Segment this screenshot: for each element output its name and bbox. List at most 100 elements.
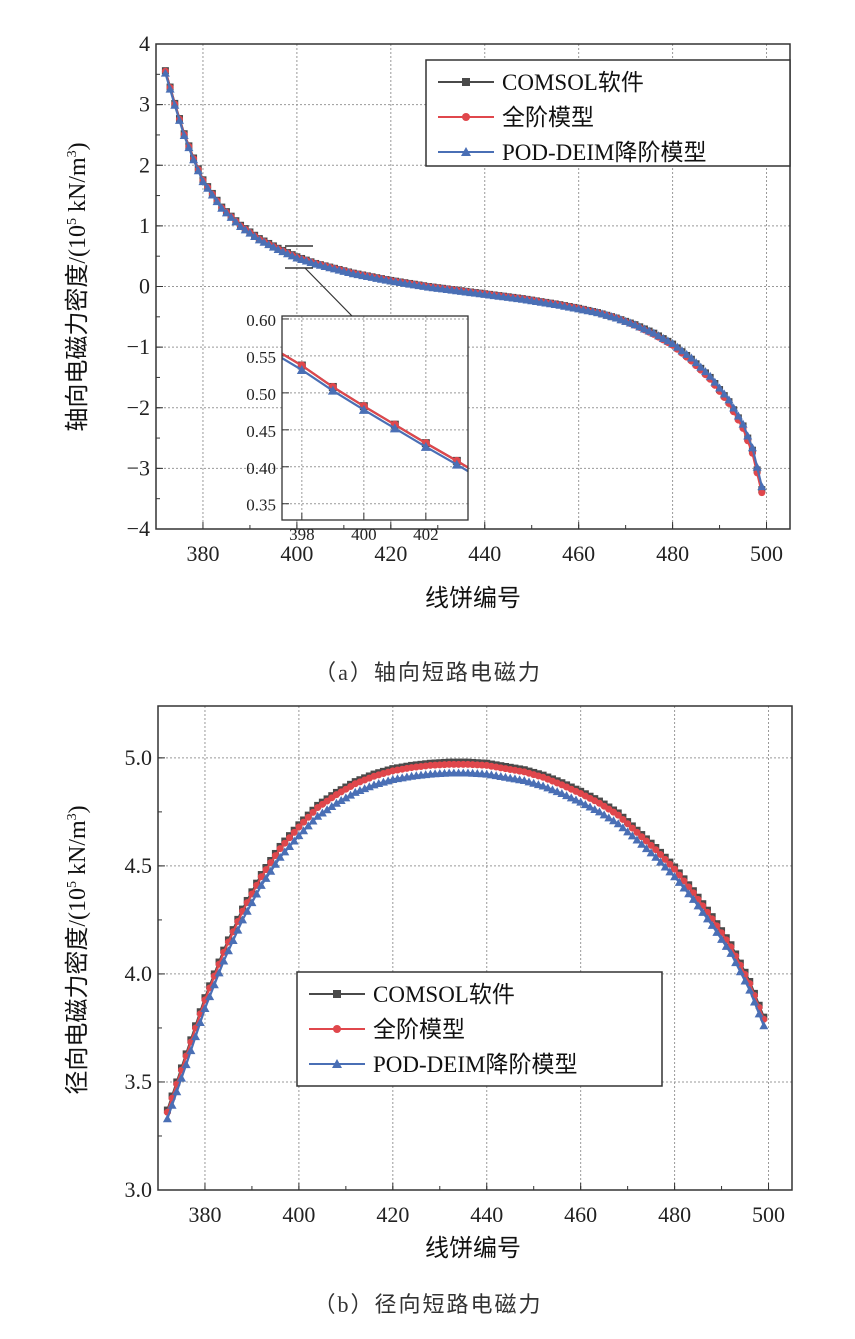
- triangle-marker: [637, 839, 647, 848]
- legend-label: 全阶模型: [502, 105, 594, 130]
- triangle-marker: [184, 143, 194, 152]
- triangle-marker: [599, 810, 609, 819]
- y-tick-label: 0.40: [246, 459, 276, 478]
- triangle-marker: [174, 115, 184, 124]
- triangle-marker: [712, 927, 722, 936]
- triangle-marker: [252, 889, 262, 898]
- triangle-marker: [264, 240, 274, 249]
- triangle-marker: [738, 419, 748, 428]
- triangle-marker: [710, 377, 720, 386]
- triangle-marker: [700, 367, 710, 376]
- triangle-marker: [179, 131, 189, 140]
- triangle-marker: [308, 816, 318, 825]
- triangle-marker: [740, 976, 750, 985]
- triangle-marker: [735, 967, 745, 976]
- y-tick-label: 0: [139, 274, 150, 299]
- y-label-sup: 5: [65, 881, 80, 888]
- triangle-marker: [461, 147, 471, 156]
- square-marker: [462, 78, 470, 86]
- triangle-marker: [275, 852, 285, 861]
- circle-marker: [624, 820, 632, 828]
- triangle-marker: [538, 781, 548, 790]
- circle-marker: [666, 860, 674, 868]
- series-layer: [160, 67, 767, 497]
- circle-marker: [628, 824, 636, 832]
- triangle-marker: [649, 328, 659, 337]
- triangle-marker: [632, 835, 642, 844]
- triangle-marker: [191, 1032, 201, 1041]
- legend-label: POD-DEIM降阶模型: [373, 1052, 577, 1077]
- legend-item: POD-DEIM降阶模型: [438, 140, 706, 165]
- circle-marker: [304, 813, 312, 821]
- triangle-marker: [590, 804, 600, 813]
- triangle-marker: [724, 395, 734, 404]
- triangle-marker: [747, 443, 757, 452]
- triangle-marker: [389, 423, 400, 433]
- plot-area: [282, 316, 468, 520]
- triangle-marker: [203, 183, 213, 192]
- circle-marker: [290, 828, 298, 836]
- triangle-marker: [651, 852, 661, 861]
- triangle-marker: [691, 358, 701, 367]
- legend-item: 全阶模型: [438, 105, 594, 130]
- y-tick-label: 0.45: [246, 422, 276, 441]
- triangle-marker: [668, 338, 678, 347]
- y-label-sup: 5: [65, 218, 80, 225]
- triangle-marker: [322, 805, 332, 814]
- triangle-marker: [719, 389, 729, 398]
- y-axis-label-a: 轴向电磁力密度/(105 kN/m3): [64, 142, 91, 431]
- triangle-marker: [240, 225, 250, 234]
- triangle-marker: [580, 800, 590, 809]
- triangle-marker: [341, 793, 351, 802]
- triangle-marker: [212, 197, 222, 206]
- series-line: [282, 357, 468, 473]
- y-axis-label-b: 径向电磁力密度/(105 kN/m3): [64, 805, 91, 1094]
- triangle-marker: [287, 251, 297, 260]
- series-line: [282, 352, 468, 469]
- circle-marker: [295, 823, 303, 831]
- triangle-marker: [646, 848, 656, 857]
- triangle-marker: [698, 907, 708, 916]
- triangle-marker: [205, 992, 215, 1001]
- plot-frame: [155, 43, 791, 530]
- triangle-marker: [289, 836, 299, 845]
- triangle-marker: [186, 1046, 196, 1055]
- triangle-marker: [594, 807, 604, 816]
- x-tick-label: 480: [658, 1202, 691, 1227]
- y-tick-label: 3: [139, 92, 150, 117]
- circle-marker: [462, 113, 470, 121]
- triangle-marker: [660, 862, 670, 871]
- triangle-marker: [625, 318, 635, 327]
- triangle-marker: [193, 166, 203, 175]
- caption-a: （a）轴向短路电磁力: [314, 660, 542, 685]
- circle-marker: [657, 851, 665, 859]
- series-2: [282, 357, 468, 473]
- legend-item: COMSOL软件: [309, 982, 515, 1007]
- triangle-marker: [566, 793, 576, 802]
- triangle-marker: [219, 956, 229, 965]
- x-tick-label: 420: [376, 1202, 409, 1227]
- triangle-marker: [358, 404, 369, 414]
- triangle-marker: [200, 1004, 210, 1012]
- triangle-marker: [707, 920, 717, 929]
- triangle-marker: [198, 177, 208, 186]
- y-label-unit: kN/m: [65, 820, 91, 881]
- plot-area: [158, 706, 792, 1190]
- triangle-marker: [278, 247, 288, 256]
- zoom-connector-line: [304, 267, 353, 317]
- triangle-marker: [688, 894, 698, 903]
- triangle-marker: [585, 802, 595, 811]
- triangle-marker: [209, 980, 219, 989]
- triangle-marker: [221, 208, 231, 217]
- triangle-marker: [639, 324, 649, 333]
- y-tick-label: 0.55: [246, 348, 276, 367]
- triangle-marker: [231, 217, 241, 226]
- triangle-marker: [682, 349, 692, 358]
- y-label-sup: 3: [65, 813, 80, 820]
- triangle-marker: [611, 313, 621, 322]
- y-tick-label: 3.5: [125, 1069, 153, 1094]
- triangle-marker: [641, 844, 651, 853]
- triangle-marker: [721, 941, 731, 950]
- x-tick-label: 500: [752, 1202, 785, 1227]
- triangle-marker: [613, 819, 623, 828]
